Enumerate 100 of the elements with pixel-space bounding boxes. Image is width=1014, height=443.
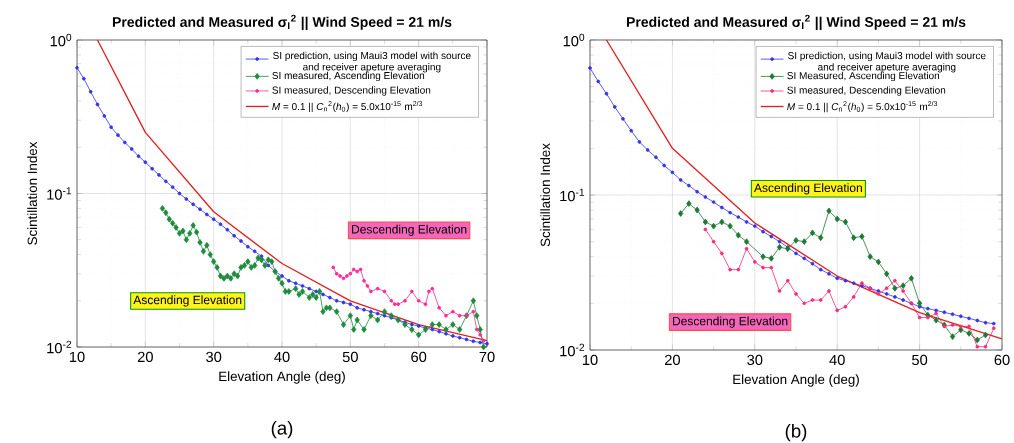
point <box>834 215 840 223</box>
x-tick-label: 50 <box>912 354 928 366</box>
point <box>382 289 387 294</box>
point <box>471 309 476 314</box>
point <box>735 231 741 239</box>
point <box>958 314 963 319</box>
point <box>604 91 609 96</box>
point <box>727 222 733 230</box>
point <box>457 313 462 318</box>
point <box>785 278 790 283</box>
point <box>338 274 342 278</box>
point <box>437 305 442 310</box>
point <box>867 253 873 261</box>
point <box>629 128 634 133</box>
point <box>670 170 675 175</box>
point <box>355 269 360 274</box>
point <box>703 227 708 232</box>
point <box>794 292 798 296</box>
point <box>728 210 732 215</box>
point <box>875 258 882 266</box>
point <box>967 316 971 321</box>
point <box>719 218 725 226</box>
point <box>794 251 798 256</box>
point <box>348 271 353 276</box>
point <box>392 302 397 307</box>
point <box>818 298 823 302</box>
point <box>893 295 897 299</box>
x-tick-label: 30 <box>206 351 222 363</box>
point <box>892 284 898 292</box>
point <box>702 218 708 226</box>
y-tick-label: 10$^{0}$ <box>563 33 585 47</box>
y-tick-label: 10$^{-1}$ <box>47 187 72 200</box>
point <box>430 286 435 291</box>
point <box>802 301 807 306</box>
point <box>966 330 972 337</box>
text: M = 0.1 || C$_{n}$$^{2}$(h$_{0}$) = 5.0x10$^{-15}$ m$^{2/3}$ <box>272 100 423 113</box>
x-tick-label: 40 <box>274 351 290 363</box>
point <box>818 234 824 242</box>
point <box>810 298 815 302</box>
point <box>711 200 716 204</box>
x-axis-title: Elevation Angle (deg) <box>733 374 859 387</box>
text: (b) <box>785 423 807 442</box>
point <box>925 306 930 311</box>
point <box>743 238 750 245</box>
point <box>893 278 897 283</box>
point <box>744 220 749 224</box>
point <box>645 148 650 152</box>
point <box>728 267 732 272</box>
point <box>777 289 782 293</box>
point <box>851 295 856 299</box>
point <box>942 310 947 315</box>
legend-label: SI measured, Descending Elevation <box>272 86 431 96</box>
point <box>801 238 807 245</box>
point <box>826 207 832 215</box>
point <box>396 302 401 307</box>
x-tick-label: 10 <box>582 354 598 366</box>
point <box>752 260 757 264</box>
point <box>827 289 831 293</box>
y-tick-label: 10$^{-1}$ <box>560 188 585 202</box>
point <box>777 239 782 244</box>
annotation: Ascending Elevation <box>133 295 242 307</box>
point <box>345 274 349 278</box>
point <box>851 281 856 286</box>
annotation: Ascending Elevation <box>754 183 862 195</box>
point <box>662 163 667 168</box>
point <box>761 229 765 234</box>
x-axis-title: Elevation Angle (deg) <box>219 371 345 384</box>
y-axis-title: Scintillation Index <box>27 141 38 245</box>
point <box>736 267 741 272</box>
point <box>958 324 963 329</box>
x-tick-label: 10 <box>69 351 85 363</box>
point <box>802 256 807 261</box>
point <box>933 316 939 324</box>
y-tick-label: 10$^{0}$ <box>50 33 72 47</box>
point <box>654 155 658 160</box>
point <box>908 275 914 282</box>
point <box>851 234 857 242</box>
point <box>809 229 816 237</box>
point <box>958 326 964 334</box>
point <box>409 289 414 294</box>
point <box>612 105 617 109</box>
point <box>375 286 380 291</box>
text: (a) <box>271 420 293 439</box>
x-tick-label: 20 <box>664 354 680 366</box>
point <box>917 315 922 320</box>
point <box>917 300 923 307</box>
point <box>365 284 370 288</box>
point <box>835 276 840 281</box>
point <box>331 265 336 270</box>
point <box>358 267 363 272</box>
point <box>621 116 625 121</box>
point <box>341 276 346 281</box>
point <box>818 267 823 272</box>
point <box>793 237 799 244</box>
point <box>427 289 431 294</box>
point <box>975 318 980 323</box>
point <box>389 298 394 303</box>
point <box>843 304 848 309</box>
point <box>351 267 356 272</box>
point <box>760 253 766 261</box>
